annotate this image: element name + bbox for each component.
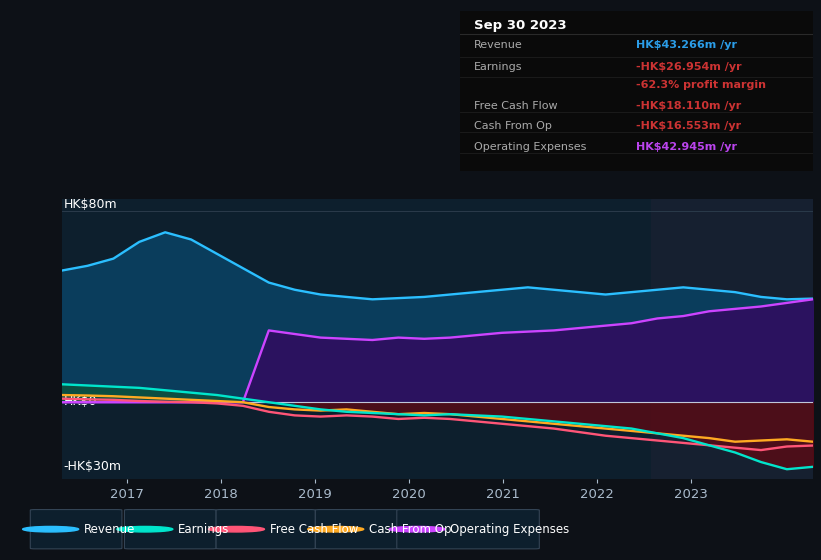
Text: HK$0: HK$0 <box>64 395 98 408</box>
Text: -HK$26.954m /yr: -HK$26.954m /yr <box>636 62 742 72</box>
FancyBboxPatch shape <box>397 510 539 549</box>
Text: Operating Expenses: Operating Expenses <box>450 522 570 536</box>
Circle shape <box>389 526 445 532</box>
Text: Sep 30 2023: Sep 30 2023 <box>474 19 566 32</box>
Circle shape <box>117 526 173 532</box>
Text: Cash From Op: Cash From Op <box>474 122 552 132</box>
Text: Free Cash Flow: Free Cash Flow <box>474 101 557 110</box>
Text: HK$80m: HK$80m <box>64 198 117 211</box>
Bar <box>651 199 813 479</box>
FancyBboxPatch shape <box>30 510 122 549</box>
Text: Operating Expenses: Operating Expenses <box>474 142 586 152</box>
Text: HK$43.266m /yr: HK$43.266m /yr <box>636 40 737 50</box>
Text: HK$42.945m /yr: HK$42.945m /yr <box>636 142 737 152</box>
FancyBboxPatch shape <box>315 510 399 549</box>
Text: Revenue: Revenue <box>84 522 135 536</box>
Circle shape <box>209 526 264 532</box>
Text: -HK$18.110m /yr: -HK$18.110m /yr <box>636 101 741 110</box>
Circle shape <box>308 526 364 532</box>
Text: Cash From Op: Cash From Op <box>369 522 452 536</box>
Circle shape <box>23 526 79 532</box>
FancyBboxPatch shape <box>125 510 216 549</box>
Text: Earnings: Earnings <box>178 522 229 536</box>
Text: Free Cash Flow: Free Cash Flow <box>269 522 358 536</box>
Text: -62.3% profit margin: -62.3% profit margin <box>636 80 766 90</box>
Text: Earnings: Earnings <box>474 62 522 72</box>
Text: Revenue: Revenue <box>474 40 523 50</box>
Text: -HK$30m: -HK$30m <box>64 460 122 473</box>
Text: -HK$16.553m /yr: -HK$16.553m /yr <box>636 122 741 132</box>
FancyBboxPatch shape <box>216 510 315 549</box>
